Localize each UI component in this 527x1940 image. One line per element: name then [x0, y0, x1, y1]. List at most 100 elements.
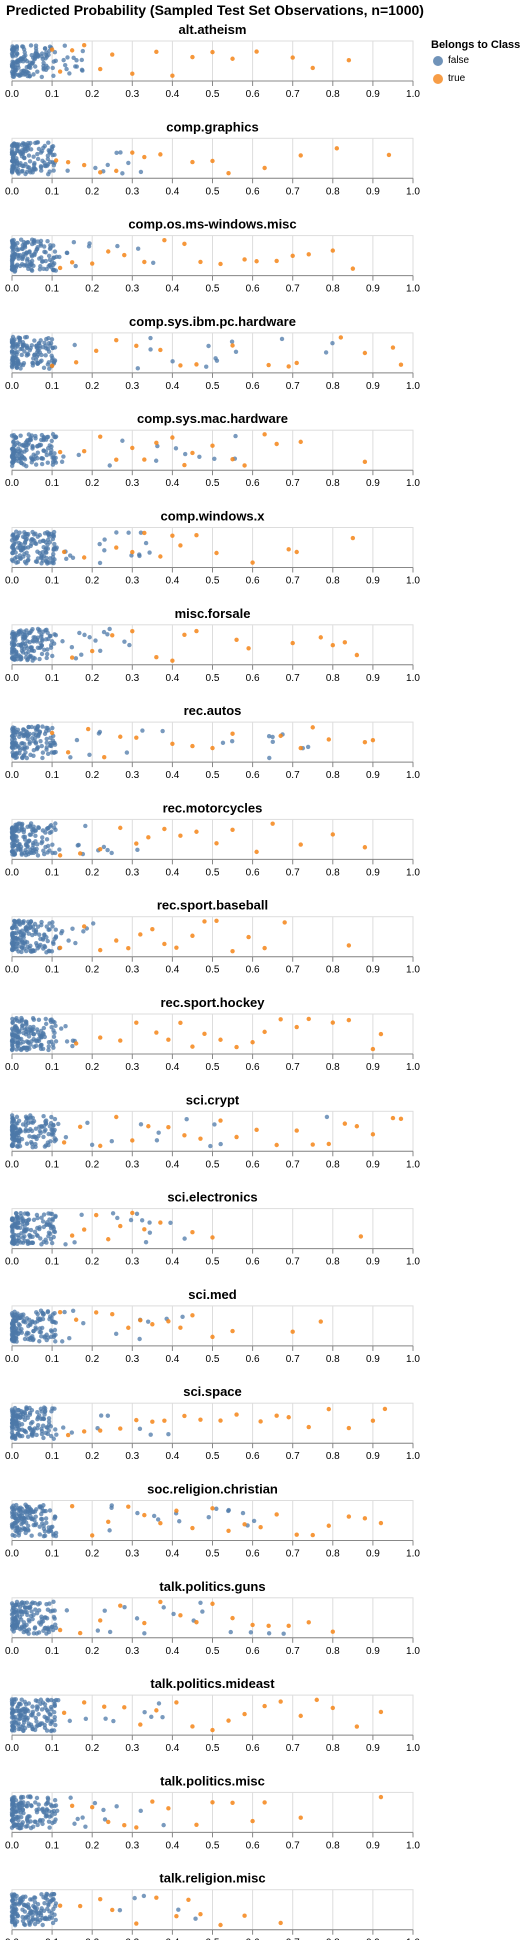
- point-false: [42, 1412, 47, 1417]
- point-false: [35, 1311, 40, 1317]
- point-false: [51, 941, 56, 947]
- point-false: [42, 244, 47, 249]
- point-false: [98, 648, 103, 653]
- point-false: [50, 65, 55, 71]
- x-tick-label: 0.9: [366, 673, 380, 684]
- point-false: [42, 1533, 48, 1538]
- point-false: [46, 1419, 52, 1424]
- x-tick-label: 1.0: [406, 1840, 420, 1851]
- point-false: [77, 630, 82, 636]
- point-false: [25, 1241, 31, 1247]
- point-false: [35, 156, 41, 162]
- facet-title: talk.politics.guns: [159, 1579, 265, 1594]
- point-false: [14, 834, 19, 839]
- legend-entry-false[interactable]: false: [431, 55, 520, 69]
- point-false: [27, 1412, 33, 1417]
- point-false: [42, 944, 48, 950]
- point-false: [21, 343, 26, 349]
- point-false: [62, 43, 67, 48]
- x-tick-label: 1.0: [406, 478, 420, 489]
- point-false: [25, 240, 30, 245]
- point-false: [26, 1039, 31, 1045]
- x-tick-label: 0.2: [85, 381, 99, 392]
- point-false: [30, 1726, 35, 1732]
- point-false: [39, 561, 44, 566]
- point-false: [44, 826, 50, 832]
- point-false: [16, 919, 21, 924]
- point-false: [43, 1814, 49, 1819]
- x-tick-label: 0.4: [165, 1646, 179, 1657]
- point-true: [49, 47, 55, 52]
- point-false: [14, 1114, 20, 1120]
- point-false: [10, 1228, 15, 1234]
- point-true: [126, 1325, 131, 1330]
- x-tick-label: 0.6: [246, 576, 260, 587]
- point-false: [142, 1631, 147, 1636]
- point-true: [202, 919, 207, 924]
- point-false: [24, 531, 29, 537]
- point-false: [22, 57, 28, 62]
- point-true: [178, 1325, 183, 1330]
- point-false: [26, 70, 31, 76]
- point-true: [354, 652, 360, 658]
- point-false: [51, 1028, 56, 1033]
- point-false: [48, 1139, 53, 1144]
- point-false: [107, 1528, 112, 1533]
- point-false: [10, 558, 16, 564]
- facet-title: misc.forsale: [175, 606, 251, 621]
- point-true: [186, 1897, 191, 1902]
- point-false: [13, 434, 18, 440]
- point-true: [142, 259, 147, 265]
- point-false: [101, 629, 107, 635]
- point-false: [10, 158, 15, 163]
- point-true: [81, 43, 87, 48]
- point-false: [34, 1795, 40, 1801]
- point-true: [250, 560, 255, 565]
- point-true: [234, 1044, 239, 1050]
- point-false: [51, 163, 57, 168]
- x-tick-label: 0.6: [246, 478, 260, 489]
- point-true: [386, 152, 392, 158]
- x-tick-label: 0.0: [5, 1743, 19, 1754]
- point-false: [53, 1625, 59, 1631]
- point-false: [24, 550, 29, 555]
- point-true: [254, 259, 259, 264]
- point-false: [113, 1331, 119, 1337]
- point-false: [41, 1508, 47, 1514]
- point-false: [12, 1405, 18, 1411]
- point-false: [251, 1518, 257, 1524]
- point-false: [53, 821, 58, 826]
- point-false: [22, 746, 27, 752]
- point-false: [40, 1922, 45, 1928]
- legend-entry-true[interactable]: true: [431, 73, 520, 87]
- point-false: [50, 1127, 55, 1132]
- x-tick-label: 0.5: [206, 186, 220, 197]
- point-false: [13, 550, 18, 555]
- point-false: [21, 1728, 26, 1733]
- point-false: [50, 1218, 55, 1223]
- point-false: [198, 1600, 203, 1605]
- x-tick-label: 0.1: [45, 1549, 59, 1560]
- point-false: [13, 264, 19, 269]
- point-true: [146, 1124, 151, 1129]
- point-false: [9, 1311, 15, 1316]
- point-false: [51, 1122, 56, 1128]
- point-false: [26, 649, 31, 655]
- point-false: [26, 1323, 31, 1329]
- point-false: [14, 51, 20, 56]
- x-tick-label: 1.0: [406, 1062, 420, 1073]
- point-true: [274, 1413, 279, 1418]
- point-false: [17, 1225, 23, 1231]
- x-tick-label: 1.0: [406, 673, 420, 684]
- x-tick-label: 0.1: [45, 770, 59, 781]
- point-false: [137, 1336, 142, 1342]
- x-tick-label: 0.2: [85, 284, 99, 295]
- point-false: [135, 847, 140, 853]
- point-true: [170, 533, 175, 538]
- point-false: [68, 755, 73, 760]
- point-false: [22, 243, 28, 248]
- point-true: [382, 1406, 388, 1412]
- x-tick-label: 0.1: [45, 867, 59, 878]
